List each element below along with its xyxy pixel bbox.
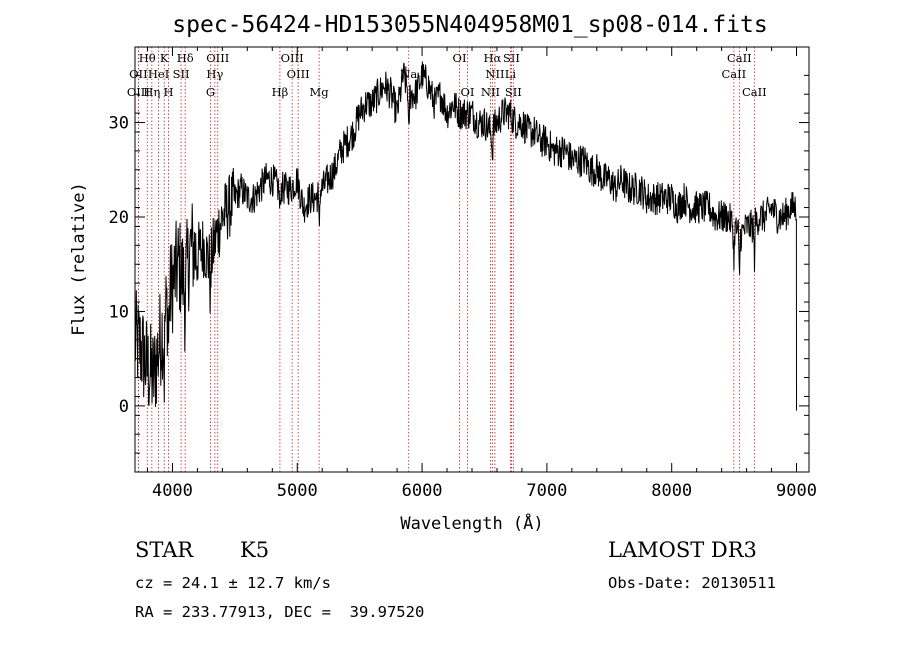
spectral-line-label: Hη bbox=[143, 85, 160, 99]
x-tick-label: 4000 bbox=[152, 481, 193, 501]
spectral-line-label: Mg bbox=[310, 85, 330, 99]
spectral-line-label: Li bbox=[505, 67, 517, 81]
coordinates: RA = 233.77913, DEC = 39.97520 bbox=[135, 603, 425, 621]
spectral-line-label: Hδ bbox=[177, 51, 194, 65]
spectral-line-label: OI bbox=[461, 85, 475, 99]
survey-name: LAMOST DR3 bbox=[608, 538, 757, 562]
chart-title: spec-56424-HD153055N404958M01_sp08-014.f… bbox=[172, 12, 767, 38]
redshift-velocity: cz = 24.1 ± 12.7 km/s bbox=[135, 574, 331, 592]
object-subclass: K5 bbox=[240, 538, 270, 562]
observation-date: Obs-Date: 20130511 bbox=[608, 574, 776, 592]
spectral-line-label: K bbox=[160, 51, 169, 65]
spectral-line-label: OIII bbox=[281, 51, 304, 65]
spectral-line-label: Hγ bbox=[206, 67, 223, 81]
x-axis-label: Wavelength (Å) bbox=[400, 512, 543, 534]
spectral-line-label: OIII bbox=[127, 85, 150, 99]
spectral-line-label: Hα bbox=[483, 51, 501, 65]
spectral-line-label: NII bbox=[485, 67, 504, 81]
spectral-line-label: Hβ bbox=[272, 85, 289, 99]
spectral-line-label: CaII bbox=[727, 51, 752, 65]
y-tick-label: 0 bbox=[119, 397, 129, 417]
spectral-line-label: OIII bbox=[287, 67, 310, 81]
spectral-line-label: NII bbox=[481, 85, 500, 99]
y-axis-label: Flux (relative) bbox=[69, 182, 89, 336]
spectral-line-label: OI bbox=[453, 51, 467, 65]
spectrum-line bbox=[134, 61, 797, 411]
x-tick-label: 6000 bbox=[402, 481, 443, 501]
spectral-line-label: G bbox=[206, 85, 215, 99]
x-tick-label: 9000 bbox=[776, 481, 817, 501]
spectral-line-label: SII bbox=[503, 51, 520, 65]
spectral-line-label: CaII bbox=[742, 85, 767, 99]
y-tick-label: 20 bbox=[109, 208, 129, 228]
plot-frame bbox=[134, 46, 810, 473]
object-class: STAR bbox=[135, 538, 194, 562]
axes-layer: 4000 5000 6000 7000 8000 9000 0 10 20 30 bbox=[109, 47, 817, 501]
x-tick-label: 7000 bbox=[526, 481, 567, 501]
spectral-line-label: HeI bbox=[148, 67, 169, 81]
spectral-line-label: SII bbox=[173, 67, 190, 81]
y-tick-label: 10 bbox=[109, 302, 129, 322]
y-tick-label: 30 bbox=[109, 114, 129, 134]
spectral-line-label: CaII bbox=[721, 67, 746, 81]
spectral-line-label: SII bbox=[505, 85, 522, 99]
x-tick-label: 8000 bbox=[651, 481, 692, 501]
spectral-line-label: Hθ bbox=[139, 51, 156, 65]
spectral-line-label: OII bbox=[129, 67, 148, 81]
x-tick-label: 5000 bbox=[277, 481, 318, 501]
spectrum-layer bbox=[134, 61, 797, 411]
spectral-line-label: OIII bbox=[206, 51, 229, 65]
spectral-line-label: H bbox=[164, 85, 174, 99]
